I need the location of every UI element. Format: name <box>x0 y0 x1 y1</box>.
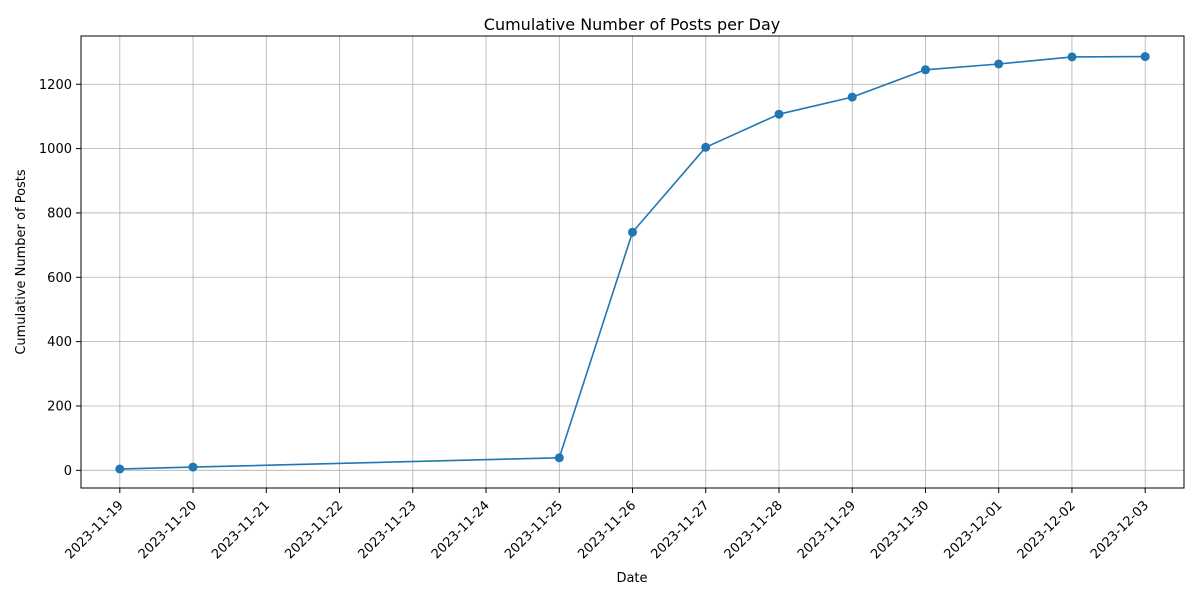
y-tick-label: 0 <box>64 464 72 479</box>
series-layer <box>115 52 1150 474</box>
y-tick-label: 400 <box>47 335 72 350</box>
data-point-marker <box>115 464 125 474</box>
y-axis-label: Cumulative Number of Posts <box>14 169 29 355</box>
data-point-marker <box>847 92 857 102</box>
x-axis-label: Date <box>616 571 647 586</box>
data-point-marker <box>188 462 198 472</box>
grid <box>81 36 1184 488</box>
y-tick-label: 800 <box>47 206 72 221</box>
data-point-marker <box>774 109 784 119</box>
data-point-marker <box>554 453 564 463</box>
data-point-marker <box>994 59 1004 69</box>
data-point-marker <box>921 65 930 75</box>
y-axis: 0 200 400 600 800 1000 1200 <box>39 78 81 479</box>
y-tick-label: 600 <box>47 271 72 286</box>
data-point-marker <box>1140 52 1150 62</box>
chart-title: Cumulative Number of Posts per Day <box>484 15 780 34</box>
data-point-marker <box>701 142 711 152</box>
y-tick-label: 200 <box>47 399 72 414</box>
data-point-marker <box>1067 52 1077 62</box>
y-tick-label: 1200 <box>39 78 72 93</box>
y-tick-label: 1000 <box>39 142 72 157</box>
data-point-marker <box>628 227 637 237</box>
